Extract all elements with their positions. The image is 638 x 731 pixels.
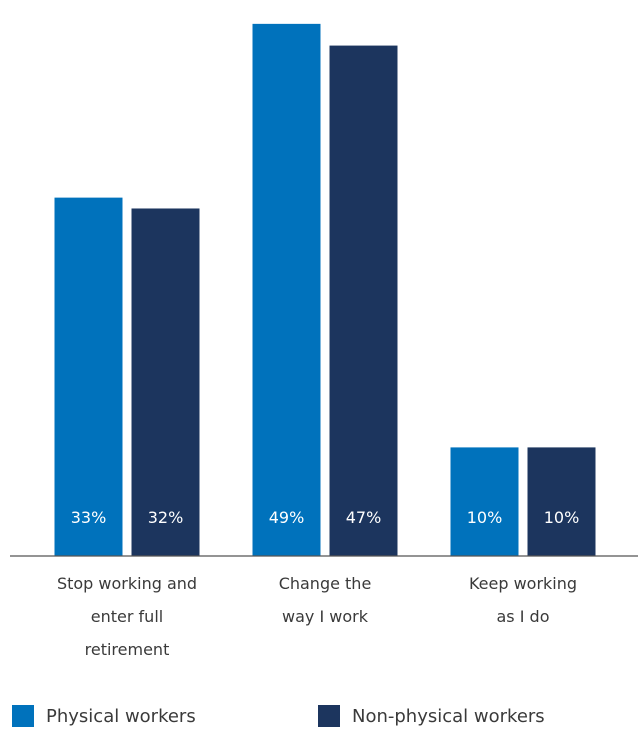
bar-non-physical-2 xyxy=(528,447,596,556)
bar-physical-2 xyxy=(451,447,519,556)
legend-swatch-physical xyxy=(12,705,34,727)
legend-item-physical: Physical workers xyxy=(12,705,196,727)
legend-label-physical: Physical workers xyxy=(46,706,196,727)
legend-item-non-physical: Non-physical workers xyxy=(318,705,545,727)
data-label-non-physical-1: 47% xyxy=(346,508,382,527)
bar-chart: 33% 32% 49% 47% 10% 10% Stop working and enter… xyxy=(0,0,638,690)
data-label-physical-0: 33% xyxy=(71,508,107,527)
category-label-0-line-1: enter full xyxy=(91,607,163,626)
bar-physical-1 xyxy=(253,24,321,556)
bar-non-physical-0 xyxy=(132,208,200,556)
data-label-physical-1: 49% xyxy=(269,508,305,527)
category-label-1-line-0: Change the xyxy=(279,574,372,593)
legend-swatch-non-physical xyxy=(318,705,340,727)
bars-group: 33% 32% 49% 47% 10% 10% xyxy=(55,24,596,556)
bar-physical-0 xyxy=(55,198,123,556)
bar-non-physical-1 xyxy=(330,46,398,556)
legend-label-non-physical: Non-physical workers xyxy=(352,706,545,727)
category-label-0-line-2: retirement xyxy=(85,640,170,659)
category-labels-group: Stop working and enter full retirement Chan… xyxy=(57,574,577,659)
data-label-non-physical-2: 10% xyxy=(544,508,580,527)
category-label-2-line-1: as I do xyxy=(497,607,550,626)
data-label-physical-2: 10% xyxy=(467,508,503,527)
data-label-non-physical-0: 32% xyxy=(148,508,184,527)
category-label-0-line-0: Stop working and xyxy=(57,574,197,593)
category-label-1-line-1: way I work xyxy=(282,607,369,626)
category-label-2-line-0: Keep working xyxy=(469,574,577,593)
